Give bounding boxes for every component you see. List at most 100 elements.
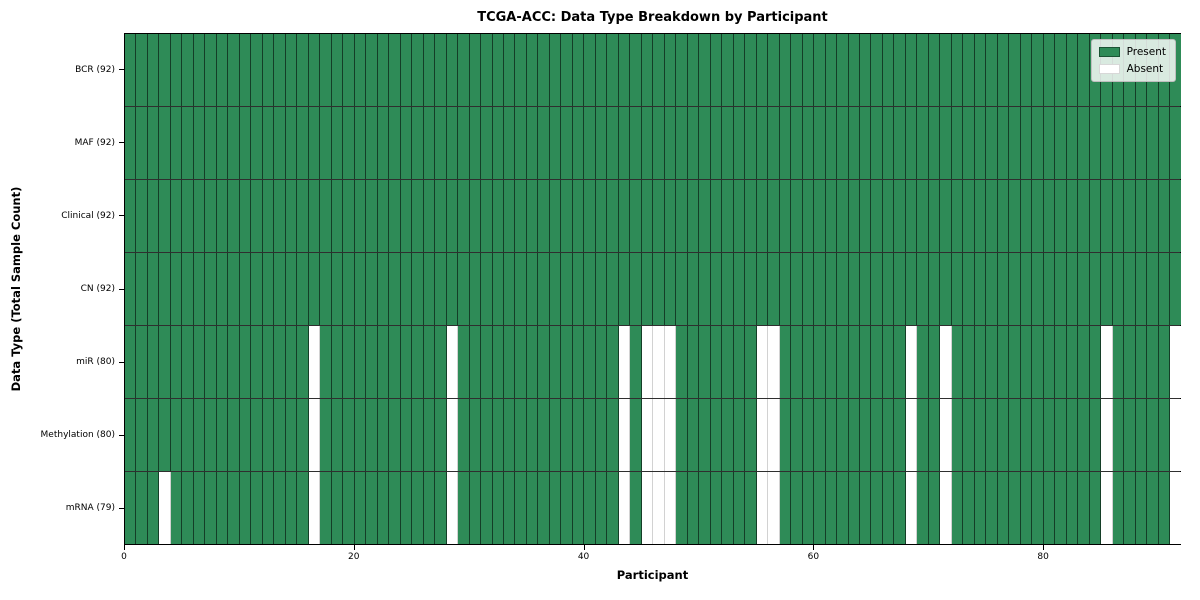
heatmap-cell	[825, 107, 838, 179]
heatmap-cell	[676, 472, 688, 544]
heatmap-cell	[412, 472, 424, 544]
heatmap-cell	[308, 253, 321, 325]
heatmap-cell	[423, 399, 436, 471]
heatmap-cell	[641, 253, 654, 325]
heatmap-cell	[1147, 253, 1159, 325]
heatmap-cell	[1066, 472, 1079, 544]
heatmap-cell	[1043, 253, 1056, 325]
heatmap-cell	[1066, 326, 1079, 398]
heatmap-cell	[963, 472, 975, 544]
heatmap-cell	[791, 107, 803, 179]
heatmap-cell	[722, 253, 734, 325]
heatmap-cell	[779, 253, 792, 325]
heatmap-cell	[136, 326, 148, 398]
heatmap-cell	[733, 472, 746, 544]
heatmap-cell	[756, 472, 769, 544]
heatmap-cell	[1170, 107, 1181, 179]
heatmap-cell	[641, 326, 654, 398]
heatmap-cell	[435, 399, 447, 471]
heatmap-cell	[756, 107, 769, 179]
heatmap-cell	[1078, 107, 1090, 179]
heatmap-cell	[733, 399, 746, 471]
heatmap-cell	[147, 399, 160, 471]
heatmap-cell	[469, 399, 482, 471]
heatmap-cell	[814, 180, 826, 252]
heatmap-cell	[389, 399, 401, 471]
heatmap-cell	[1101, 180, 1113, 252]
heatmap-cell	[538, 472, 550, 544]
heatmap-cell	[1135, 472, 1148, 544]
heatmap-cell	[481, 180, 493, 252]
heatmap-row-mir	[125, 326, 1181, 399]
heatmap-cell	[400, 180, 413, 252]
heatmap-cell	[125, 34, 137, 106]
heatmap-cell	[584, 180, 596, 252]
heatmap-cell	[435, 107, 447, 179]
heatmap-cell	[745, 34, 757, 106]
heatmap-cell	[503, 253, 516, 325]
heatmap-cell	[905, 107, 918, 179]
heatmap-cell	[469, 180, 482, 252]
heatmap-cell	[1135, 180, 1148, 252]
heatmap-cell	[630, 34, 642, 106]
heatmap-cell	[1158, 107, 1171, 179]
legend-item-absent: Absent	[1098, 63, 1166, 75]
heatmap-cell	[986, 326, 998, 398]
heatmap-cell	[802, 180, 815, 252]
heatmap-cell	[274, 472, 286, 544]
heatmap-cell	[997, 399, 1010, 471]
heatmap-cell	[492, 326, 504, 398]
heatmap-cell	[239, 180, 252, 252]
heatmap-cell	[1135, 253, 1148, 325]
heatmap-cell	[882, 399, 895, 471]
heatmap-cell	[435, 34, 447, 106]
heatmap-cell	[756, 399, 769, 471]
heatmap-cell	[745, 399, 757, 471]
heatmap-cell	[412, 326, 424, 398]
heatmap-row-cn	[125, 253, 1181, 326]
heatmap-cell	[802, 253, 815, 325]
heatmap-cell	[366, 326, 378, 398]
heatmap-cell	[1043, 107, 1056, 179]
heatmap-cell	[366, 399, 378, 471]
heatmap-cell	[860, 326, 872, 398]
heatmap-cell	[1124, 326, 1136, 398]
heatmap-cell	[940, 107, 952, 179]
heatmap-cell	[377, 253, 390, 325]
heatmap-cell	[1020, 399, 1033, 471]
heatmap-cell	[894, 399, 906, 471]
heatmap-cell	[1147, 326, 1159, 398]
heatmap-cell	[170, 472, 183, 544]
heatmap-cell	[239, 472, 252, 544]
heatmap-cell	[1078, 326, 1090, 398]
y-tick-label: Methylation (80)	[40, 430, 115, 441]
heatmap-cell	[159, 399, 171, 471]
heatmap-cell	[928, 180, 941, 252]
heatmap-cell	[641, 472, 654, 544]
heatmap-cell	[1032, 253, 1044, 325]
heatmap-cell	[354, 34, 367, 106]
heatmap-cell	[618, 34, 631, 106]
heatmap-cell	[297, 472, 309, 544]
heatmap-cell	[687, 326, 700, 398]
heatmap-cell	[216, 399, 229, 471]
heatmap-cell	[607, 107, 619, 179]
heatmap-cell	[1066, 34, 1079, 106]
heatmap-cell	[549, 253, 562, 325]
heatmap-cell	[412, 107, 424, 179]
heatmap-cell	[423, 107, 436, 179]
heatmap-cell	[458, 253, 470, 325]
legend-item-present: Present	[1098, 46, 1166, 58]
heatmap-cell	[814, 472, 826, 544]
y-tick-mark	[119, 215, 124, 217]
heatmap-cell	[572, 472, 585, 544]
heatmap-cell	[1020, 326, 1033, 398]
heatmap-cell	[814, 253, 826, 325]
heatmap-cell	[572, 107, 585, 179]
heatmap-cell	[423, 326, 436, 398]
heatmap-cell	[630, 472, 642, 544]
heatmap-cell	[136, 180, 148, 252]
heatmap-cell	[837, 472, 849, 544]
heatmap-cell	[1009, 34, 1021, 106]
heatmap-cell	[607, 253, 619, 325]
